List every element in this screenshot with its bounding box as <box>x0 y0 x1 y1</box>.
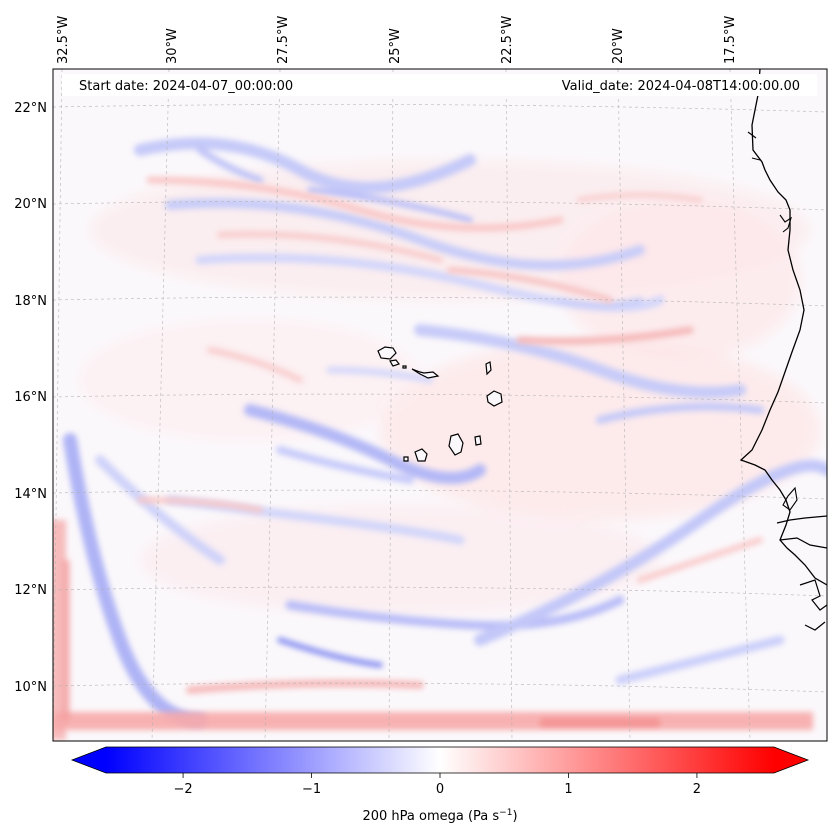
omega-negative-bands <box>63 137 827 727</box>
colorbar-label-close: ) <box>512 809 517 824</box>
valid-date-label: Valid_date: 2024-04-08T14:00:00.00 <box>562 79 800 94</box>
gambia-outline <box>782 486 798 511</box>
latitude-labels: 22°N 20°N 18°N 16°N 14°N 12°N 10°N <box>14 101 47 695</box>
graticule <box>53 69 827 741</box>
colorbar-label-main: 200 hPa omega (Pa s <box>362 809 499 824</box>
lon-label-25w: 25°W <box>388 28 403 64</box>
lon-label-20w: 20°W <box>611 28 626 64</box>
lon-label-32.5w: 32.5°W <box>56 16 71 64</box>
santo-antao-island <box>377 346 397 360</box>
colorbar-gradient <box>106 747 774 773</box>
sao-nicolau-island <box>411 368 440 379</box>
lon-label-30w: 30°W <box>165 28 180 64</box>
lon-label-27.5w: 27.5°W <box>276 16 291 64</box>
lat-label-18n: 18°N <box>14 294 47 309</box>
info-bar <box>62 74 817 96</box>
lat-label-14n: 14°N <box>14 487 47 502</box>
santa-luzia-island <box>402 365 407 369</box>
map-frame <box>52 68 828 742</box>
fogo-island <box>414 448 428 462</box>
africa-coastline <box>739 69 827 586</box>
colorbar-min-extend <box>72 747 106 773</box>
coast-detail <box>747 131 792 233</box>
colorbar: −2 −1 0 1 2 200 hPa omega (Pa s−1) <box>70 746 810 824</box>
sao-vicente-island <box>389 359 400 367</box>
longitude-labels: 32.5°W 30°W 27.5°W 25°W 22.5°W 20°W 17.5… <box>56 16 738 64</box>
lon-label-22.5w: 22.5°W <box>500 16 515 64</box>
colorbar-tick-label: −2 <box>173 782 192 797</box>
colorbar-label: 200 hPa omega (Pa s−1) <box>362 808 517 824</box>
brava-island <box>403 456 409 462</box>
senegal-coast <box>776 515 827 631</box>
colorbar-label-exponent: −1 <box>499 808 512 818</box>
map-panel <box>53 69 827 741</box>
omega-positive-bands <box>137 176 763 694</box>
maio-island <box>474 435 482 446</box>
santiago-island <box>448 433 464 456</box>
lat-label-22n: 22°N <box>14 101 47 116</box>
lat-label-20n: 20°N <box>14 197 47 212</box>
colorbar-tick-label: 0 <box>436 782 444 797</box>
lon-label-17.5w: 17.5°W <box>723 16 738 64</box>
lat-label-12n: 12°N <box>14 583 47 598</box>
omega-boundary-bands <box>53 520 813 740</box>
boa-vista-island <box>486 390 503 407</box>
colorbar-outline <box>70 746 810 774</box>
colorbar-ticks: −2 −1 0 1 2 <box>173 773 701 797</box>
colorbar-max-extend <box>774 747 808 773</box>
colorbar-tick-label: 2 <box>693 782 701 797</box>
cape-verde-islands <box>377 346 503 462</box>
start-date-label: Start date: 2024-04-07_00:00:00 <box>79 79 293 94</box>
sal-island <box>485 361 492 376</box>
lat-label-16n: 16°N <box>14 390 47 405</box>
colorbar-tick-label: 1 <box>564 782 572 797</box>
lat-label-10n: 10°N <box>14 680 47 695</box>
colorbar-tick-label: −1 <box>302 782 321 797</box>
